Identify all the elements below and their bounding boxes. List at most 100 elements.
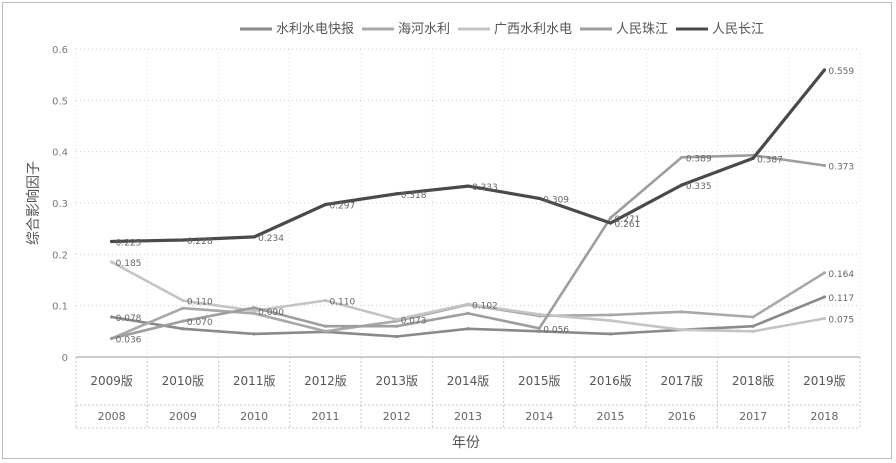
data-label: 0.036 [116,336,142,346]
data-label: 0.333 [472,183,498,193]
y-tick-label: 0.2 [52,250,68,261]
data-point [537,329,541,333]
y-tick-label: 0.4 [52,148,68,159]
x-tick-label: 2017 [739,410,767,423]
data-label: 0.164 [828,270,854,280]
data-point [751,329,755,333]
data-label: 0.110 [329,298,355,308]
y-tick-label: 0 [62,353,68,364]
data-point [537,196,541,200]
data-point [608,216,613,220]
data-point [680,310,684,314]
data-point [181,298,185,303]
x-tick-label: 2011版 [233,374,276,388]
data-label: 0.185 [116,259,142,269]
data-point [466,311,470,315]
data-label: 0.234 [258,234,284,244]
x-tick-label: 2009 [169,410,197,423]
data-point [395,317,399,322]
data-label: 0.075 [828,316,854,326]
y-axis-title: 综合影响因子 [26,161,42,245]
x-tick-label: 2014版 [447,374,490,388]
legend-label: 海河水利 [398,22,450,37]
data-point [110,315,114,319]
data-label: 0.309 [543,195,569,205]
data-point [680,183,684,187]
data-point [110,260,114,264]
data-point [181,319,185,323]
x-tick-label: 2009版 [90,374,133,388]
data-point [395,192,399,196]
x-tick-label: 2012版 [304,374,347,388]
x-tick-label: 2015 [597,410,625,423]
data-point [252,306,256,310]
x-tick-label: 2010 [240,410,268,423]
data-point [110,336,114,341]
data-label: 0.056 [543,325,569,335]
data-label: 0.070 [187,318,213,328]
data-label: 0.387 [757,155,783,165]
x-axis-title: 年份 [452,435,480,451]
data-point [181,327,185,331]
x-tick-label: 2018 [810,410,838,423]
data-point [822,271,826,275]
x-tick-label: 2011 [311,410,339,423]
data-point [252,311,256,315]
data-label: 0.225 [116,239,142,249]
data-label: 0.090 [258,308,284,318]
x-tick-label: 2018版 [732,374,775,388]
data-point [822,316,826,321]
data-label: 0.078 [116,314,142,324]
data-point [466,302,470,306]
data-point [323,329,328,333]
data-point [680,155,684,159]
data-point [110,239,114,244]
data-point [751,315,755,319]
y-tick-label: 0.6 [52,45,68,56]
data-point [537,326,541,330]
data-point [323,298,328,303]
x-tick-label: 2019版 [803,374,846,388]
data-point [323,202,328,207]
x-tick-label: 2008 [98,410,126,423]
data-point [537,312,541,316]
y-tick-label: 0.5 [52,96,68,107]
data-label: 0.297 [329,202,355,212]
legend-label: 广西水利水电 [494,22,572,37]
data-label: 0.373 [828,163,854,173]
series-line [110,260,826,333]
data-label: 0.110 [187,298,213,308]
x-tick-label: 2015版 [518,374,561,388]
data-label: 0.261 [615,220,641,230]
data-point [680,328,684,332]
data-point [608,313,613,317]
x-tick-label: 2013 [454,410,482,423]
x-tick-label: 2016版 [589,374,632,388]
data-point [181,238,185,242]
data-point [252,235,256,239]
data-point [608,318,613,323]
data-point [822,163,826,168]
x-tick-label: 2017版 [661,374,704,388]
data-point [466,327,470,331]
x-tick-label: 2013版 [375,374,418,388]
data-point [395,324,399,328]
y-tick-label: 0.1 [52,302,68,313]
data-label: 0.117 [828,294,854,304]
legend-label: 人民长江 [712,22,764,37]
data-point [608,221,613,225]
data-label: 0.271 [615,215,641,225]
x-tick-label: 2016 [668,410,696,423]
data-point [252,309,256,313]
data-label: 0.073 [401,317,427,327]
data-label: 0.318 [401,191,427,201]
data-point [466,184,470,188]
data-point [395,334,399,339]
data-point [822,295,826,299]
data-label: 0.559 [828,67,854,77]
data-point [323,324,328,328]
data-label: 0.228 [187,237,213,247]
data-label: 0.102 [472,302,498,312]
data-label: 0.335 [686,182,712,192]
